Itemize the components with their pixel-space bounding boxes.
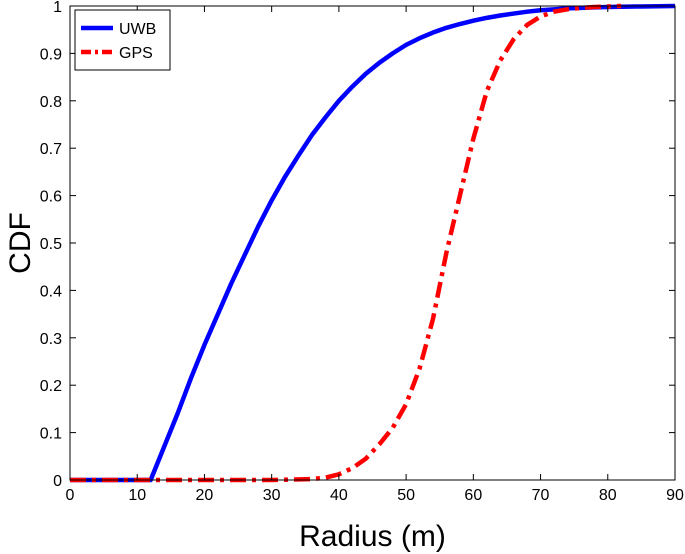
x-tick-label: 80	[599, 487, 617, 504]
x-tick-label: 90	[666, 487, 684, 504]
y-tick-label: 0.1	[40, 426, 62, 443]
legend-label-uwb: UWB	[119, 21, 156, 38]
y-tick-label: 0.5	[40, 236, 62, 253]
series-line-gps	[70, 3, 622, 483]
x-tick-label: 40	[330, 487, 348, 504]
y-axis-title: CDF	[4, 212, 37, 274]
x-axis-title: Radius (m)	[299, 520, 446, 553]
series-line-uwb	[70, 3, 676, 483]
y-tick-label: 0.3	[40, 331, 62, 348]
y-tick-label: 0.7	[40, 141, 62, 158]
axes-box	[69, 5, 676, 481]
y-tick-label: 0.8	[40, 94, 62, 111]
y-tick-label: 0.9	[40, 46, 62, 63]
x-tick-label: 50	[397, 487, 415, 504]
y-tick-label: 1	[53, 0, 62, 16]
x-tick-label: 30	[263, 487, 281, 504]
legend-box	[74, 9, 171, 71]
y-tick-label: 0.4	[40, 283, 62, 300]
x-tick-label: 20	[196, 487, 214, 504]
y-tick-label: 0.2	[40, 378, 62, 395]
x-tick-label: 10	[128, 487, 146, 504]
legend-label-gps: GPS	[119, 45, 153, 62]
x-tick-label: 0	[66, 487, 75, 504]
y-tick-label: 0.6	[40, 189, 62, 206]
y-tick-label: 0	[53, 473, 62, 490]
x-tick-label: 70	[532, 487, 550, 504]
x-tick-label: 60	[464, 487, 482, 504]
